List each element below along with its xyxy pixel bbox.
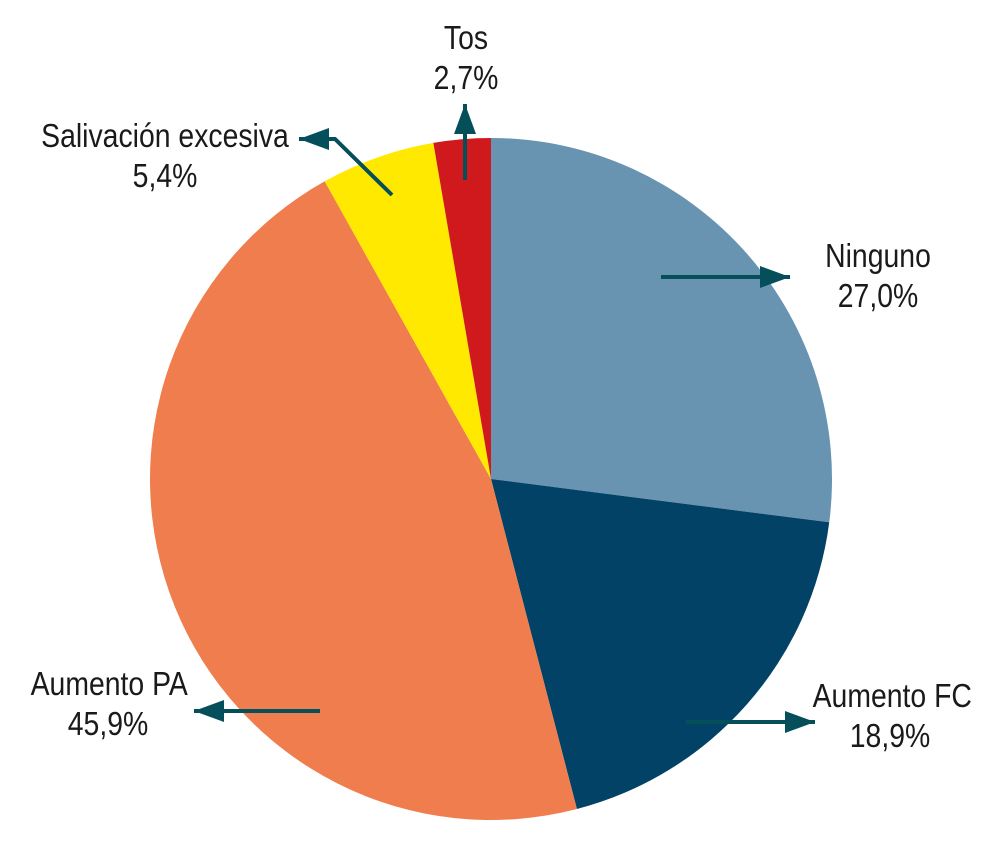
- label-aumento-fc-name: Aumento FC: [812, 677, 972, 714]
- pie-slice-aumento-pa: [149, 181, 577, 821]
- pie-slice-ninguno: [491, 138, 833, 523]
- pie-slice-salivaci-n-excesiva: [324, 142, 491, 479]
- label-ninguno: Ninguno 27,0%: [825, 236, 932, 316]
- annotation-arrows: [194, 104, 815, 733]
- label-tos-value: 2,7%: [433, 59, 499, 96]
- label-tos: Tos 2,7%: [414, 18, 517, 98]
- label-salivacion-excesiva: Salivación excesiva 5,4%: [36, 116, 294, 196]
- pie-slice-aumento-fc: [491, 479, 830, 809]
- label-ninguno-name: Ninguno: [825, 237, 931, 274]
- label-salivacion-name: Salivación excesiva: [41, 117, 289, 154]
- label-aumento-pa-name: Aumento PA: [30, 665, 188, 702]
- label-aumento-fc-value: 18,9%: [849, 717, 931, 754]
- label-aumento-pa: Aumento PA 45,9%: [30, 664, 188, 744]
- label-ninguno-value: 27,0%: [837, 277, 919, 314]
- label-tos-name: Tos: [443, 19, 489, 56]
- arrow-salivaci-n-excesiva: [299, 128, 394, 197]
- label-salivacion-value: 5,4%: [132, 157, 198, 194]
- pie-slice-tos: [433, 137, 491, 479]
- label-aumento-fc: Aumento FC 18,9%: [812, 676, 972, 756]
- pie-slices: [149, 137, 833, 821]
- label-aumento-pa-value: 45,9%: [67, 705, 149, 742]
